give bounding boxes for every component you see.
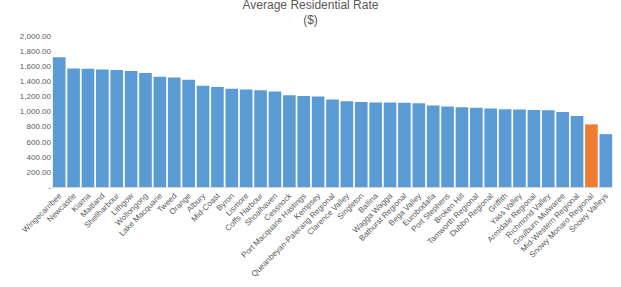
- svg-text:Wollongong: Wollongong: [114, 191, 150, 227]
- svg-text:Dubbo Regional: Dubbo Regional: [448, 191, 495, 238]
- svg-text:Wagga Wagga: Wagga Wagga: [351, 191, 395, 235]
- svg-text:Bega Valley: Bega Valley: [387, 191, 423, 227]
- svg-text:Richmond Valley: Richmond Valley: [504, 191, 552, 239]
- svg-text:Byron: Byron: [215, 191, 236, 212]
- svg-text:Snowy Monaro Regional: Snowy Monaro Regional: [528, 191, 596, 259]
- svg-text:Griffith: Griffith: [486, 191, 509, 214]
- svg-text:Clarence Valley: Clarence Valley: [306, 191, 352, 237]
- svg-text:1,200.00: 1,200.00: [20, 92, 52, 101]
- svg-text:Tweed: Tweed: [155, 191, 178, 214]
- svg-text:800.00: 800.00: [27, 122, 52, 131]
- svg-text:Goulburn Mulwaree: Goulburn Mulwaree: [511, 191, 567, 247]
- svg-text:Tamworth Regional: Tamworth Regional: [426, 191, 481, 246]
- svg-text:200.00: 200.00: [27, 168, 52, 177]
- svg-text:1,400.00: 1,400.00: [20, 77, 52, 86]
- svg-text:Queanbeyan-Palerang Regional: Queanbeyan-Palerang Regional: [250, 191, 337, 278]
- svg-text:Broken Hill: Broken Hill: [432, 191, 466, 225]
- svg-text:1,600.00: 1,600.00: [20, 62, 52, 71]
- svg-text:Cessnock: Cessnock: [262, 191, 294, 223]
- svg-text:Coffs Harbour: Coffs Harbour: [223, 191, 265, 233]
- svg-text:Shellharbour: Shellharbour: [83, 191, 122, 230]
- svg-text:Kiama: Kiama: [70, 191, 93, 214]
- svg-text:Bathurst Regional: Bathurst Regional: [357, 191, 408, 242]
- svg-text:Mid-Western Regional: Mid-Western Regional: [519, 191, 581, 253]
- svg-text:Port Macquarie Hastings: Port Macquarie Hastings: [240, 191, 308, 259]
- svg-text:Orange: Orange: [168, 191, 194, 217]
- svg-text:Average Residential Rate($): Average Residential Rate($): [243, 0, 379, 27]
- svg-text:400.00: 400.00: [27, 153, 52, 162]
- svg-text:Newcastle: Newcastle: [45, 191, 78, 224]
- svg-text:Lake Macquarie: Lake Macquarie: [118, 191, 165, 238]
- svg-text:Wingecarribee: Wingecarribee: [21, 191, 64, 234]
- svg-text:Snowy Valleys: Snowy Valleys: [567, 191, 610, 234]
- svg-text:600.00: 600.00: [27, 138, 52, 147]
- svg-text:Lithgow: Lithgow: [109, 191, 135, 217]
- svg-text:Yass Valley: Yass Valley: [489, 191, 524, 226]
- svg-text:Albury: Albury: [185, 191, 207, 213]
- svg-text:Maitland: Maitland: [79, 191, 107, 219]
- svg-text:1,800.00: 1,800.00: [20, 47, 52, 56]
- svg-text:Singleton: Singleton: [336, 191, 366, 221]
- svg-text:Armidale Regional: Armidale Regional: [486, 191, 539, 244]
- svg-text:1,000.00: 1,000.00: [20, 107, 52, 116]
- svg-text:Port Stephens: Port Stephens: [410, 191, 452, 233]
- svg-text:Eurobodalla: Eurobodalla: [401, 191, 438, 228]
- svg-text:2,000.00: 2,000.00: [20, 32, 52, 41]
- svg-text:Ballina: Ballina: [357, 191, 381, 215]
- svg-text:Mid-Coast: Mid-Coast: [190, 191, 223, 224]
- svg-text:Shoalhaven: Shoalhaven: [243, 191, 279, 227]
- svg-text:-: -: [48, 183, 51, 192]
- svg-text:Lismore: Lismore: [224, 191, 251, 218]
- svg-text:Kempsey: Kempsey: [292, 191, 322, 221]
